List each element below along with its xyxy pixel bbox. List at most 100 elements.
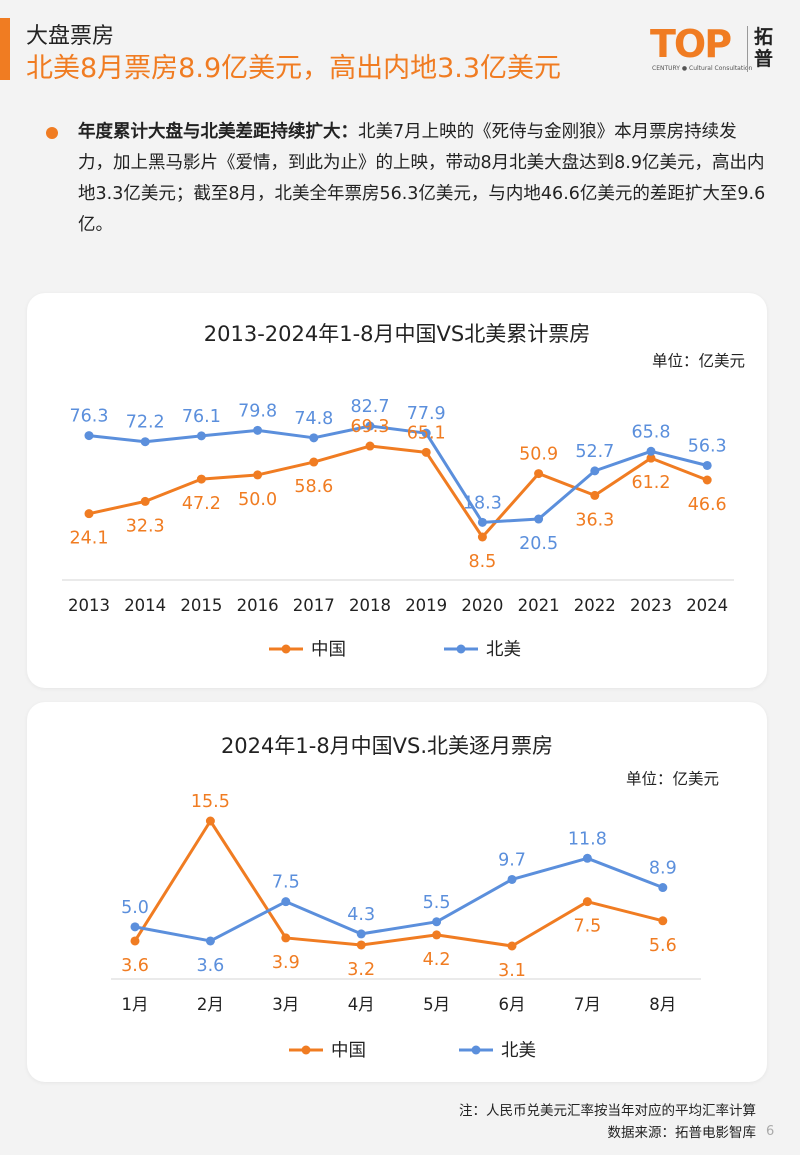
data-label-china: 3.1 bbox=[498, 961, 526, 981]
x-tick-label: 1月 bbox=[122, 995, 149, 1014]
data-point-north-america bbox=[646, 446, 656, 456]
data-point-china bbox=[421, 447, 431, 457]
data-point-north-america bbox=[365, 421, 375, 431]
data-label-china: 8.5 bbox=[468, 552, 496, 572]
data-point-north-america bbox=[507, 874, 517, 884]
data-point-north-america bbox=[356, 929, 366, 939]
data-label-north-america: 74.8 bbox=[294, 409, 333, 429]
series-line-north-america bbox=[88, 424, 708, 524]
legend-marker-north-america bbox=[456, 644, 466, 654]
data-point-china bbox=[534, 469, 544, 479]
data-point-north-america bbox=[477, 517, 487, 527]
data-label-north-america: 7.5 bbox=[272, 873, 300, 893]
data-point-north-america bbox=[130, 922, 140, 932]
summary-lead: 年度累计大盘与北美差距持续扩大： bbox=[78, 122, 358, 142]
data-label-china: 3.2 bbox=[347, 960, 375, 980]
legend-label-china: 中国 bbox=[311, 640, 346, 660]
chart-unit: 单位：亿美元 bbox=[652, 352, 745, 370]
data-point-north-america bbox=[140, 437, 150, 447]
data-point-north-america bbox=[534, 514, 544, 524]
data-point-north-america bbox=[432, 917, 442, 927]
data-label-north-america: 65.8 bbox=[632, 422, 671, 442]
data-label-north-america: 79.8 bbox=[238, 401, 277, 421]
data-point-north-america bbox=[421, 428, 431, 438]
x-tick-label: 2月 bbox=[197, 995, 224, 1014]
data-label-north-america: 52.7 bbox=[575, 442, 614, 462]
data-point-china bbox=[507, 941, 517, 951]
logo-chinese: 拓普 bbox=[754, 26, 774, 70]
data-label-north-america: 18.3 bbox=[463, 493, 502, 513]
series-line-china bbox=[88, 444, 708, 539]
data-label-china: 24.1 bbox=[70, 529, 109, 549]
data-label-china: 3.6 bbox=[121, 956, 149, 976]
data-label-north-america: 4.3 bbox=[347, 905, 375, 925]
data-point-china bbox=[140, 496, 150, 506]
data-point-china bbox=[365, 441, 375, 451]
data-point-china bbox=[205, 816, 215, 826]
legend-marker-china bbox=[281, 644, 291, 654]
data-point-north-america bbox=[205, 936, 215, 946]
legend-label-china: 中国 bbox=[331, 1041, 366, 1061]
x-tick-label: 2019 bbox=[405, 596, 447, 615]
x-tick-label: 2020 bbox=[461, 596, 503, 615]
data-label-north-america: 5.5 bbox=[423, 893, 451, 913]
legend-marker-north-america bbox=[471, 1045, 481, 1055]
legend-marker-china bbox=[301, 1045, 311, 1055]
data-label-china: 4.2 bbox=[423, 950, 451, 970]
x-tick-label: 2022 bbox=[574, 596, 616, 615]
data-point-china bbox=[84, 509, 94, 519]
x-tick-label: 2015 bbox=[180, 596, 222, 615]
data-point-north-america bbox=[309, 433, 319, 443]
data-point-north-america bbox=[582, 853, 592, 863]
data-point-north-america bbox=[590, 466, 600, 476]
data-point-north-america bbox=[702, 460, 712, 470]
summary-body: 北美7月上映的《死侍与金刚狼》本月票房持续发力，加上黑马影片《爱情，到此为止》的… bbox=[78, 122, 766, 235]
data-label-north-america: 8.9 bbox=[649, 859, 677, 879]
data-label-north-america: 11.8 bbox=[568, 829, 607, 849]
data-label-china: 3.9 bbox=[272, 953, 300, 973]
data-point-china bbox=[582, 897, 592, 907]
monthly-chart-card: 2024年1-8月中国VS.北美逐月票房 单位：亿美元 1月 2月 3月 4月 5月 6月 7月… bbox=[27, 702, 767, 1082]
page-number: 6 bbox=[766, 1124, 775, 1139]
data-label-north-america: 5.0 bbox=[121, 898, 149, 918]
series-line-north-america bbox=[134, 856, 664, 943]
x-tick-label: 2017 bbox=[293, 596, 335, 615]
data-label-north-america: 76.1 bbox=[182, 407, 221, 427]
data-label-north-america: 9.7 bbox=[498, 850, 526, 870]
legend-label-north-america: 北美 bbox=[486, 640, 521, 660]
x-tick-label: 4月 bbox=[348, 995, 375, 1014]
data-label-china: 61.2 bbox=[632, 473, 671, 493]
brand-logo: TOP CENTURY ● Cultural Consultation 拓普 bbox=[650, 22, 790, 80]
data-point-north-america bbox=[281, 897, 291, 907]
data-label-china: 58.6 bbox=[294, 477, 333, 497]
data-label-north-america: 77.9 bbox=[407, 404, 446, 424]
data-label-china: 69.3 bbox=[351, 417, 390, 437]
bullet-dot bbox=[46, 127, 58, 139]
data-point-china bbox=[130, 936, 140, 946]
x-tick-label: 2021 bbox=[518, 596, 560, 615]
data-point-china bbox=[477, 532, 487, 542]
title-accent-bar bbox=[0, 18, 10, 80]
data-label-north-america: 56.3 bbox=[688, 436, 727, 456]
data-point-north-america bbox=[196, 431, 206, 441]
data-point-china bbox=[281, 933, 291, 943]
x-tick-label: 2024 bbox=[686, 596, 728, 615]
x-tick-label: 2023 bbox=[630, 596, 672, 615]
x-tick-label: 2013 bbox=[68, 596, 110, 615]
section-tag: 大盘票房 bbox=[26, 24, 115, 49]
page-title: 北美8月票房8.9亿美元，高出内地3.3亿美元 bbox=[26, 53, 562, 84]
data-label-north-america: 76.3 bbox=[70, 407, 109, 427]
data-label-china: 47.2 bbox=[182, 494, 221, 514]
data-point-china bbox=[253, 470, 263, 480]
series-line-china bbox=[133, 819, 664, 948]
data-label-china: 15.5 bbox=[191, 792, 230, 812]
data-point-north-america bbox=[84, 431, 94, 441]
chart-title: 2013-2024年1-8月中国VS北美累计票房 bbox=[204, 322, 590, 346]
data-label-china: 7.5 bbox=[573, 917, 601, 937]
data-label-north-america: 72.2 bbox=[126, 413, 165, 433]
data-point-china bbox=[658, 916, 668, 926]
summary-paragraph: 年度累计大盘与北美差距持续扩大：北美7月上映的《死侍与金刚狼》本月票房持续发力，… bbox=[78, 117, 768, 241]
x-tick-label: 7月 bbox=[574, 995, 601, 1014]
